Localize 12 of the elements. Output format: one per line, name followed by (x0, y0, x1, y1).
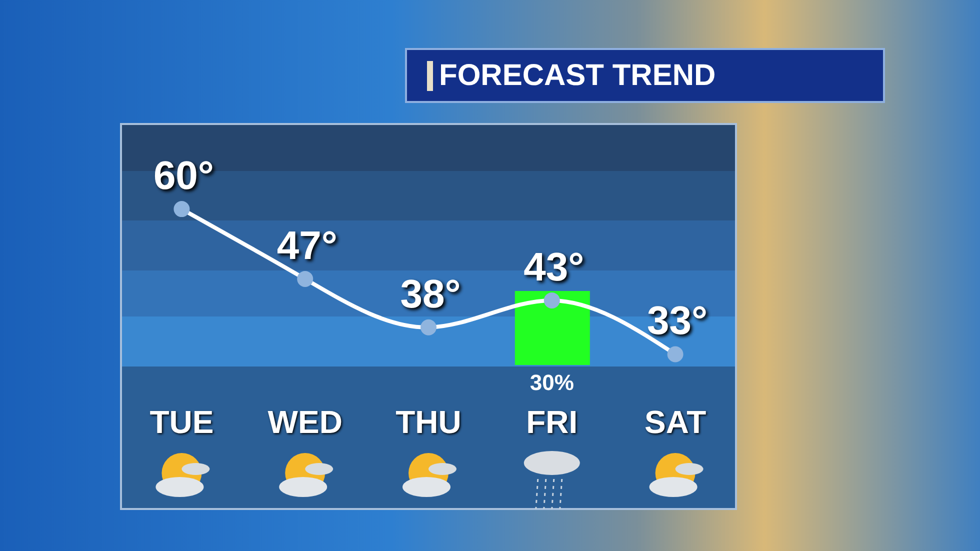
data-label: 43° (524, 245, 584, 290)
x-tick-label: WED (268, 404, 342, 440)
data-label: 60° (153, 154, 214, 198)
chart-title: FORECAST TREND (439, 58, 716, 92)
data-label: 33° (647, 299, 708, 344)
x-tick-label: FRI (526, 404, 578, 440)
data-label: 47° (276, 224, 338, 268)
x-tick-label: TUE (150, 404, 214, 440)
x-tick-label: THU (396, 404, 462, 440)
x-tick-label: SAT (644, 404, 707, 440)
text: 30% (530, 370, 574, 395)
data-label: 38° (400, 272, 461, 316)
